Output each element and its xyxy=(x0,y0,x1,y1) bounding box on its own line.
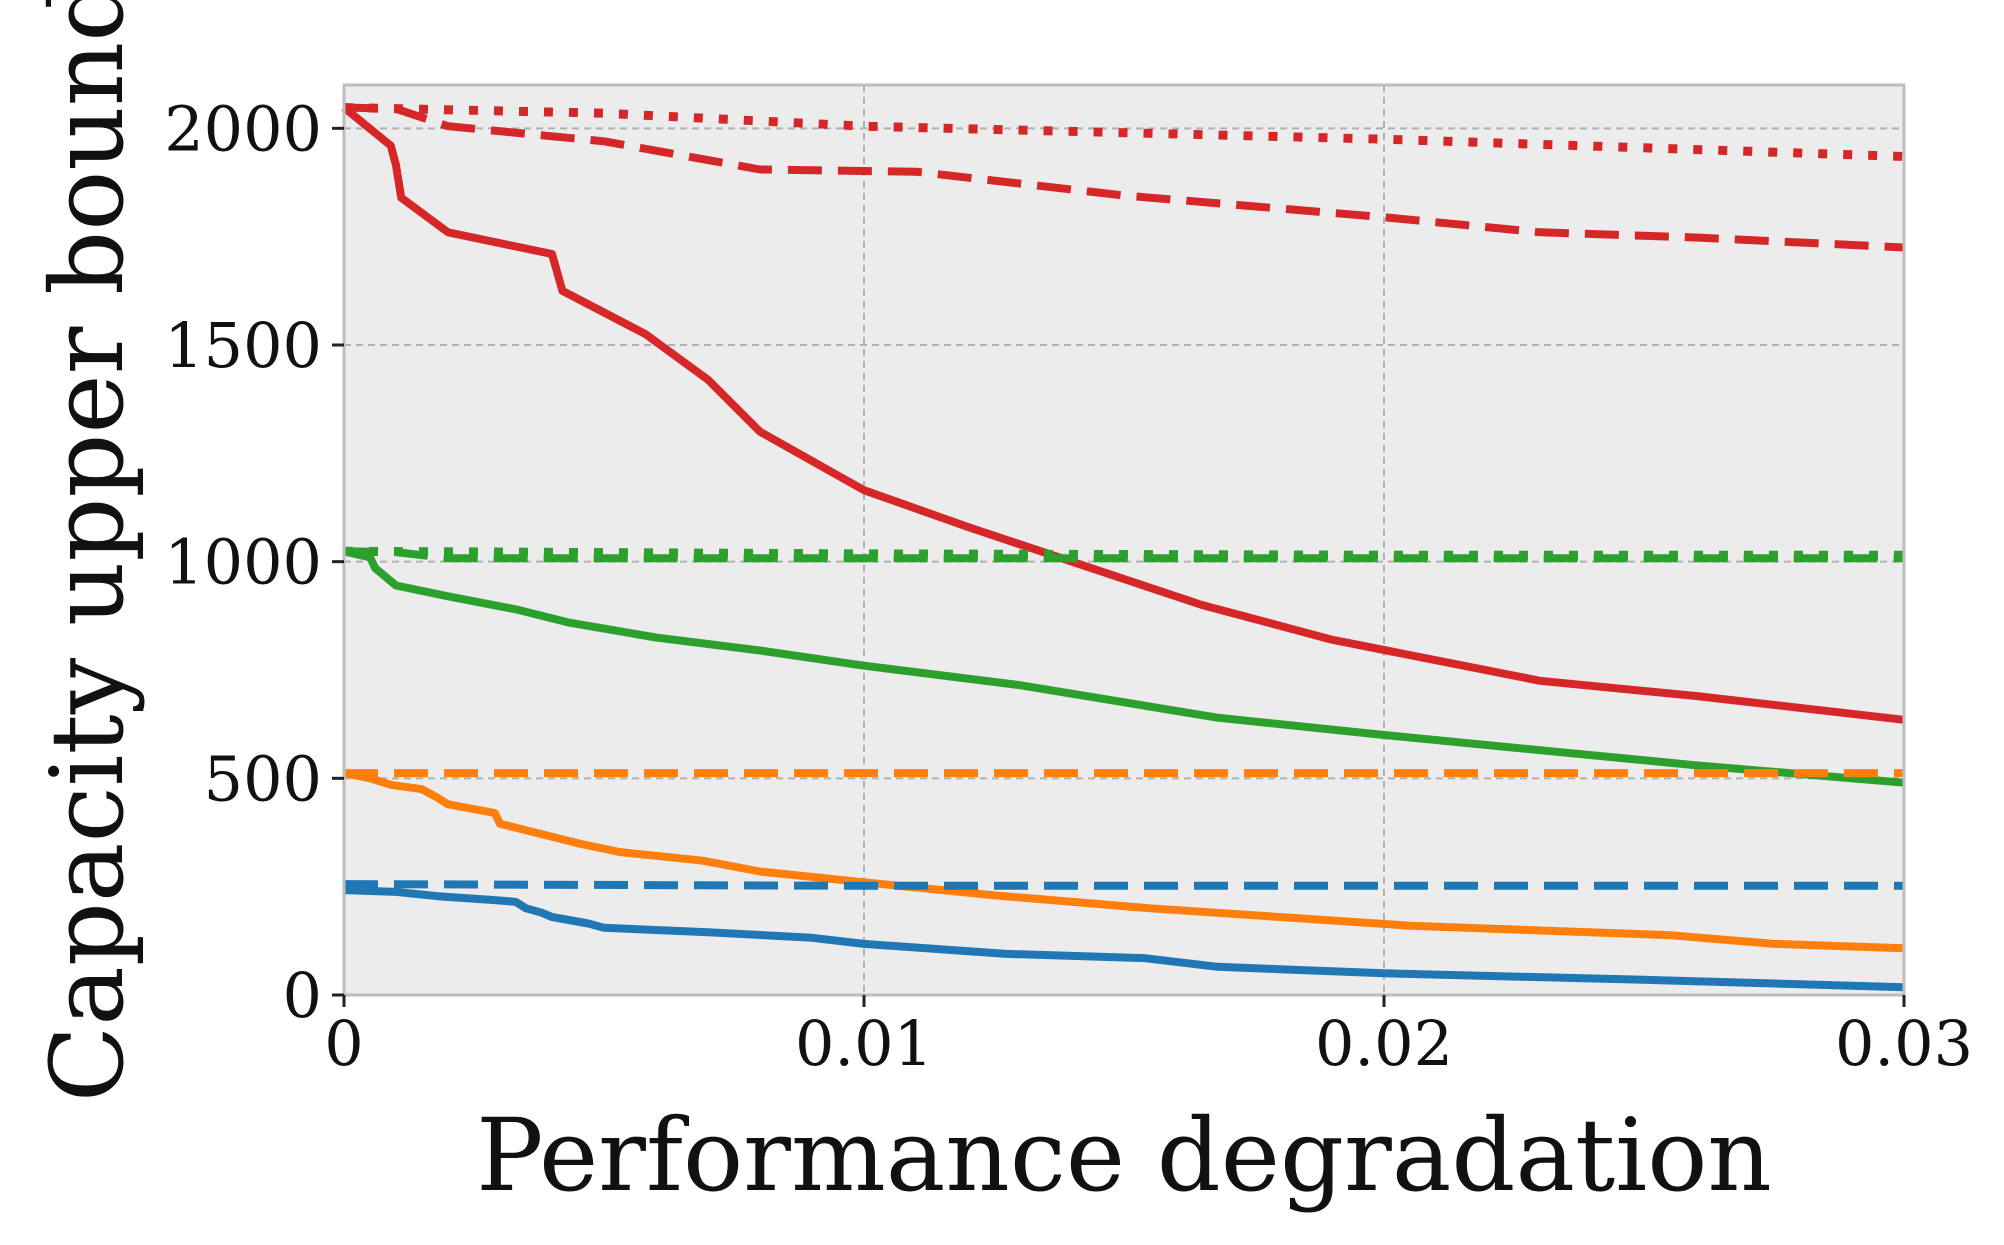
series-line-blue-solid xyxy=(343,886,1905,992)
plot-background xyxy=(344,85,1904,995)
x-tick-label: 0.02 xyxy=(1315,1007,1453,1080)
y-tick-label: 500 xyxy=(204,742,322,815)
series-line-green-dashed xyxy=(343,547,1904,563)
series-layer xyxy=(341,103,1905,992)
series-line-red-solid xyxy=(341,104,1905,724)
series-line-blue-dashed xyxy=(343,880,1904,890)
series-line-green-solid xyxy=(343,547,1905,787)
y-tick-label: 1000 xyxy=(164,526,322,599)
x-tick-label: 0.01 xyxy=(795,1007,933,1080)
plot-frame xyxy=(342,83,1906,997)
x-tick-label: 0 xyxy=(324,1007,363,1080)
x-axis-label: Performance degradation xyxy=(476,1097,1772,1214)
y-tick-label: 1500 xyxy=(164,309,322,382)
ticks: 0 0.01 0.02 0.03 0 500 1000 1500 2000 xyxy=(164,92,1973,1080)
y-tick-label: 2000 xyxy=(164,92,322,165)
x-tick-label: 0.03 xyxy=(1835,1007,1973,1080)
y-axis-label: Capacity upper bound xyxy=(29,0,146,1102)
series-line-red-dashed xyxy=(343,103,1905,252)
series-line-red-dotted xyxy=(343,103,1905,161)
y-tick-label: 0 xyxy=(283,959,322,1032)
series-line-orange-solid xyxy=(343,769,1905,953)
